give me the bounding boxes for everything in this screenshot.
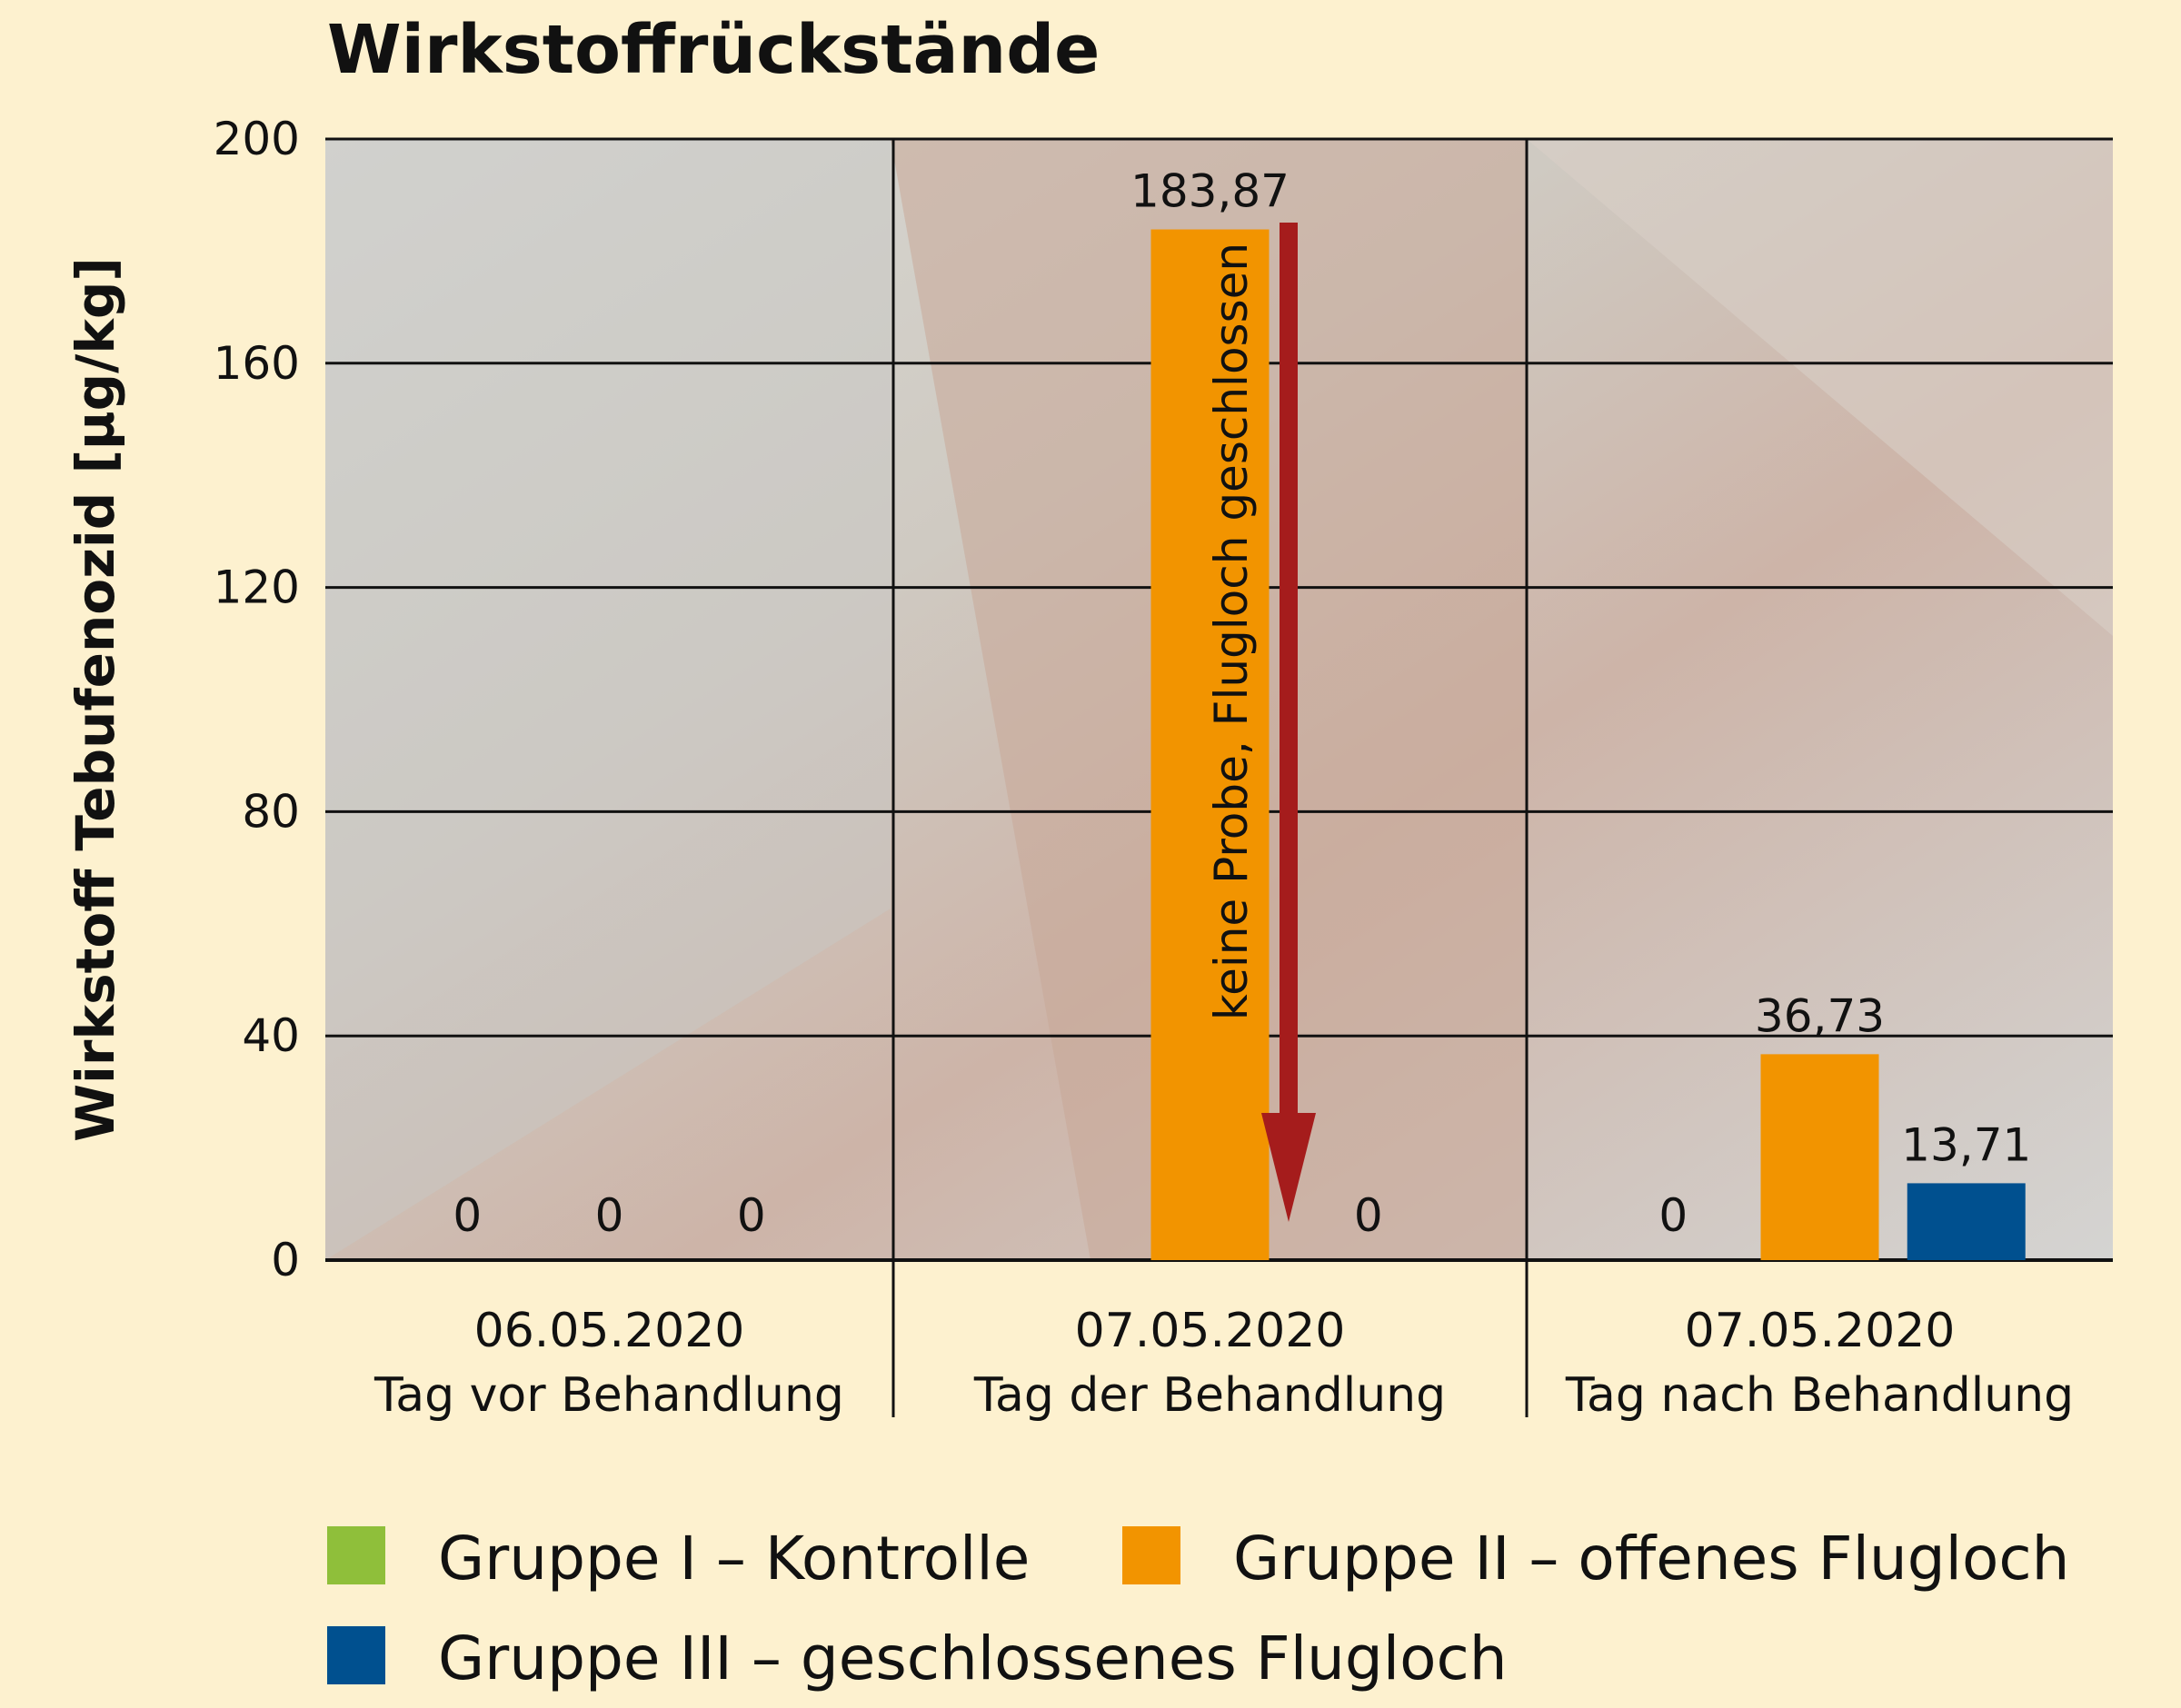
data-label: 0	[1354, 1189, 1383, 1242]
data-label: 0	[737, 1189, 766, 1242]
category-label: Tag vor Behandlung	[373, 1368, 844, 1423]
data-label: 0	[1658, 1189, 1688, 1242]
annotation: keine Probe, Flugloch geschlossen	[1205, 223, 1316, 1222]
data-label: 13,71	[1901, 1118, 2031, 1171]
category-date: 07.05.2020	[1685, 1304, 1956, 1358]
category-date: 06.05.2020	[474, 1304, 745, 1358]
category-label: Tag der Behandlung	[973, 1368, 1446, 1423]
annotation-arrow-head	[1261, 1113, 1316, 1222]
legend-swatch	[327, 1526, 385, 1584]
y-tick-label: 200	[214, 113, 300, 165]
category-date: 07.05.2020	[1075, 1304, 1346, 1358]
data-label: 36,73	[1755, 989, 1885, 1042]
bar	[1760, 1054, 1879, 1260]
legend-label: Gruppe I – Kontrolle	[438, 1524, 1030, 1594]
y-axis-ticks: 0 40 80 120 160 200	[214, 113, 300, 1286]
legend: Gruppe I – Kontrolle Gruppe II – offenes …	[327, 1524, 2070, 1693]
legend-swatch	[1122, 1526, 1180, 1584]
y-tick-label: 80	[242, 785, 300, 838]
y-axis-label: Wirkstoff Tebufenozid [µg/kg]	[65, 257, 126, 1142]
data-label: 183,87	[1130, 165, 1290, 218]
category-labels: 06.05.2020 Tag vor Behandlung 07.05.2020 Ta…	[373, 1304, 2074, 1423]
y-tick-label: 120	[214, 561, 300, 614]
legend-swatch	[327, 1626, 385, 1684]
bars	[1150, 229, 2026, 1260]
y-tick-label: 40	[242, 1009, 300, 1062]
y-tick-label: 0	[271, 1234, 300, 1286]
category-label: Tag nach Behandlung	[1565, 1368, 2074, 1423]
bar	[1150, 229, 1270, 1260]
data-label: 0	[595, 1189, 624, 1242]
chart-title: Wirkstoffrückstände	[327, 11, 1100, 89]
annotation-text: keine Probe, Flugloch geschlossen	[1205, 243, 1258, 1020]
bar	[1907, 1183, 2026, 1260]
y-tick-label: 160	[214, 337, 300, 390]
legend-label: Gruppe III – geschlossenes Flugloch	[438, 1624, 1508, 1693]
legend-label: Gruppe II – offenes Flugloch	[1233, 1524, 2070, 1594]
annotation-arrow-shaft	[1280, 223, 1298, 1117]
value-labels: 0 0 0 183,87 0 0 36,73 13,71	[453, 165, 2031, 1242]
data-label: 0	[453, 1189, 482, 1242]
background-shape	[1527, 139, 2113, 636]
background-shape	[325, 139, 891, 1260]
